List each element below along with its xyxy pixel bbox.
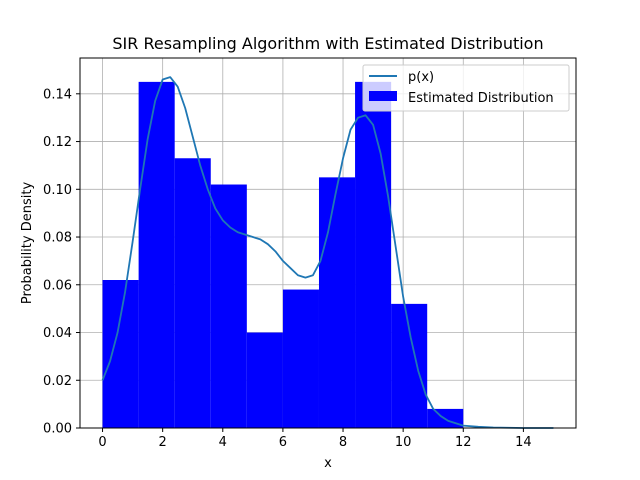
- x-tick-label: 10: [395, 435, 412, 450]
- y-tick-label: 0.00: [43, 422, 72, 437]
- histogram-bar: [318, 177, 356, 428]
- legend: p(x) Estimated Distribution: [362, 64, 570, 112]
- histogram-bar: [174, 158, 211, 429]
- histogram-bar: [102, 280, 139, 428]
- y-tick-label: 0.06: [43, 278, 72, 293]
- x-tick-label: 14: [515, 435, 532, 450]
- x-tick-label: 0: [98, 435, 106, 450]
- histogram-bar: [391, 303, 428, 428]
- histogram-bar: [282, 289, 319, 428]
- y-tick-label: 0.12: [43, 135, 72, 150]
- density-line-layer: [101, 76, 554, 429]
- legend-label-line: p(x): [408, 70, 434, 85]
- y-tick-label: 0.08: [43, 231, 72, 246]
- histogram-bar: [210, 184, 247, 428]
- y-tick-label: 0.02: [43, 374, 72, 389]
- y-tick-label: 0.04: [43, 326, 72, 341]
- chart-title: SIR Resampling Algorithm with Estimated …: [112, 34, 543, 53]
- legend-label-histogram: Estimated Distribution: [408, 91, 554, 106]
- histogram-bar: [355, 81, 392, 428]
- plot-frame: [79, 57, 577, 429]
- y-axis-label: Probability Density: [20, 182, 35, 305]
- x-tick-label: 8: [339, 435, 347, 450]
- x-tick-label: 4: [219, 435, 227, 450]
- x-tick-label: 2: [159, 435, 167, 450]
- x-axis-ticks: 0 2 4 6 8 10 12 14: [98, 428, 532, 450]
- y-axis-ticks: 0.00 0.02 0.04 0.06 0.08 0.10 0.12 0.14: [43, 87, 80, 437]
- legend-box: [362, 64, 570, 112]
- density-line: [101, 76, 554, 429]
- y-tick-label: 0.14: [43, 87, 72, 102]
- x-tick-label: 12: [455, 435, 472, 450]
- y-tick-label: 0.10: [43, 183, 72, 198]
- histogram-bar: [138, 81, 175, 428]
- x-tick-label: 6: [279, 435, 287, 450]
- legend-bar-swatch: [369, 91, 397, 101]
- histogram-bar: [246, 332, 283, 428]
- x-axis-label: x: [324, 456, 332, 471]
